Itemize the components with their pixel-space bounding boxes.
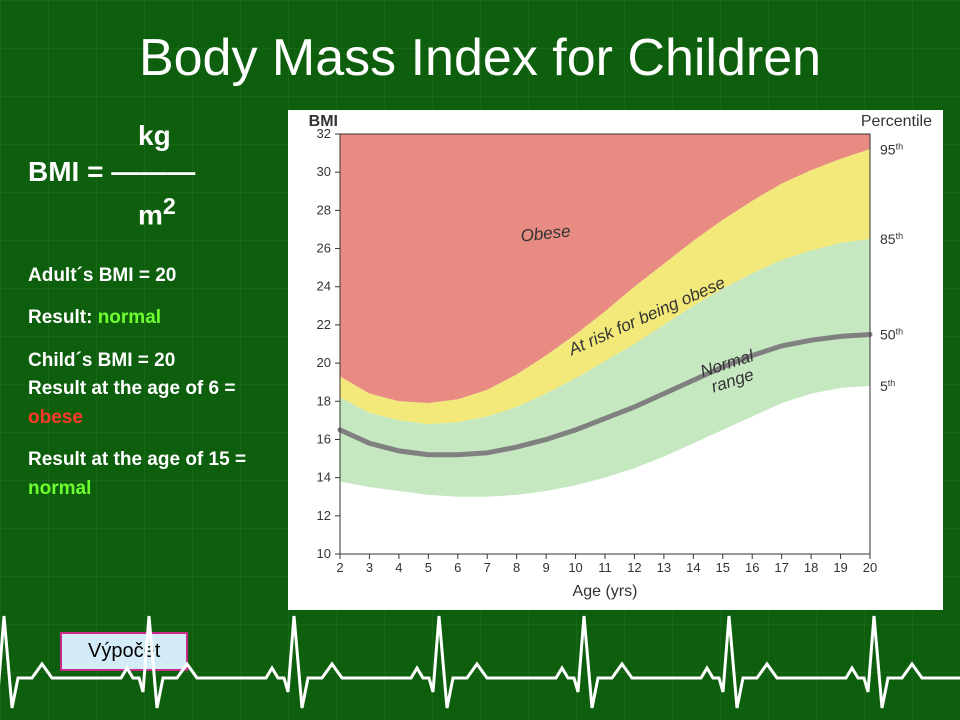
svg-text:Age (yrs): Age (yrs) <box>573 583 638 600</box>
age15-line: Result at the age of 15 = normal <box>28 446 278 503</box>
svg-text:16: 16 <box>317 431 331 446</box>
svg-text:50th: 50th <box>880 326 903 342</box>
svg-text:24: 24 <box>317 279 331 294</box>
svg-text:26: 26 <box>317 241 331 256</box>
bmi-percentile-chart: 1012141618202224262830322345678910111213… <box>288 110 943 610</box>
svg-text:16: 16 <box>745 560 759 575</box>
svg-text:6: 6 <box>454 560 461 575</box>
svg-text:7: 7 <box>484 560 491 575</box>
svg-text:30: 30 <box>317 164 331 179</box>
svg-text:14: 14 <box>686 560 700 575</box>
calculate-button[interactable]: Výpočet <box>60 632 188 671</box>
info-block: Adult´s BMI = 20 Result: normal Child´s … <box>28 262 278 504</box>
formula-denominator: m2 <box>138 191 278 234</box>
svg-text:18: 18 <box>317 393 331 408</box>
svg-text:17: 17 <box>774 560 788 575</box>
svg-text:28: 28 <box>317 202 331 217</box>
svg-text:Percentile: Percentile <box>861 113 932 130</box>
svg-text:9: 9 <box>542 560 549 575</box>
svg-text:5: 5 <box>425 560 432 575</box>
svg-text:BMI: BMI <box>309 113 338 130</box>
svg-text:11: 11 <box>598 560 612 575</box>
age6-line: Result at the age of 6 = obese <box>28 375 278 432</box>
svg-text:5th: 5th <box>880 378 895 394</box>
svg-text:95th: 95th <box>880 141 903 157</box>
svg-text:13: 13 <box>657 560 671 575</box>
left-column: kg BMI = ——— m2 Adult´s BMI = 20 Result:… <box>28 118 278 503</box>
svg-text:12: 12 <box>317 508 331 523</box>
bmi-formula: kg BMI = ——— m2 <box>28 118 278 234</box>
svg-text:20: 20 <box>863 560 877 575</box>
svg-text:19: 19 <box>833 560 847 575</box>
page-title: Body Mass Index for Children <box>0 28 960 88</box>
svg-text:85th: 85th <box>880 231 903 247</box>
svg-text:22: 22 <box>317 317 331 332</box>
svg-text:14: 14 <box>317 470 331 485</box>
svg-text:3: 3 <box>366 560 373 575</box>
formula-equals: BMI = ——— <box>28 154 278 190</box>
svg-text:10: 10 <box>568 560 582 575</box>
svg-text:18: 18 <box>804 560 818 575</box>
svg-text:2: 2 <box>336 560 343 575</box>
svg-text:4: 4 <box>395 560 402 575</box>
adult-bmi-line: Adult´s BMI = 20 <box>28 262 278 291</box>
svg-text:8: 8 <box>513 560 520 575</box>
svg-text:12: 12 <box>627 560 641 575</box>
svg-text:20: 20 <box>317 355 331 370</box>
adult-result-line: Result: normal <box>28 304 278 333</box>
formula-numerator: kg <box>138 118 278 154</box>
svg-text:15: 15 <box>716 560 730 575</box>
child-bmi-line: Child´s BMI = 20 <box>28 347 278 376</box>
svg-text:10: 10 <box>317 546 331 561</box>
